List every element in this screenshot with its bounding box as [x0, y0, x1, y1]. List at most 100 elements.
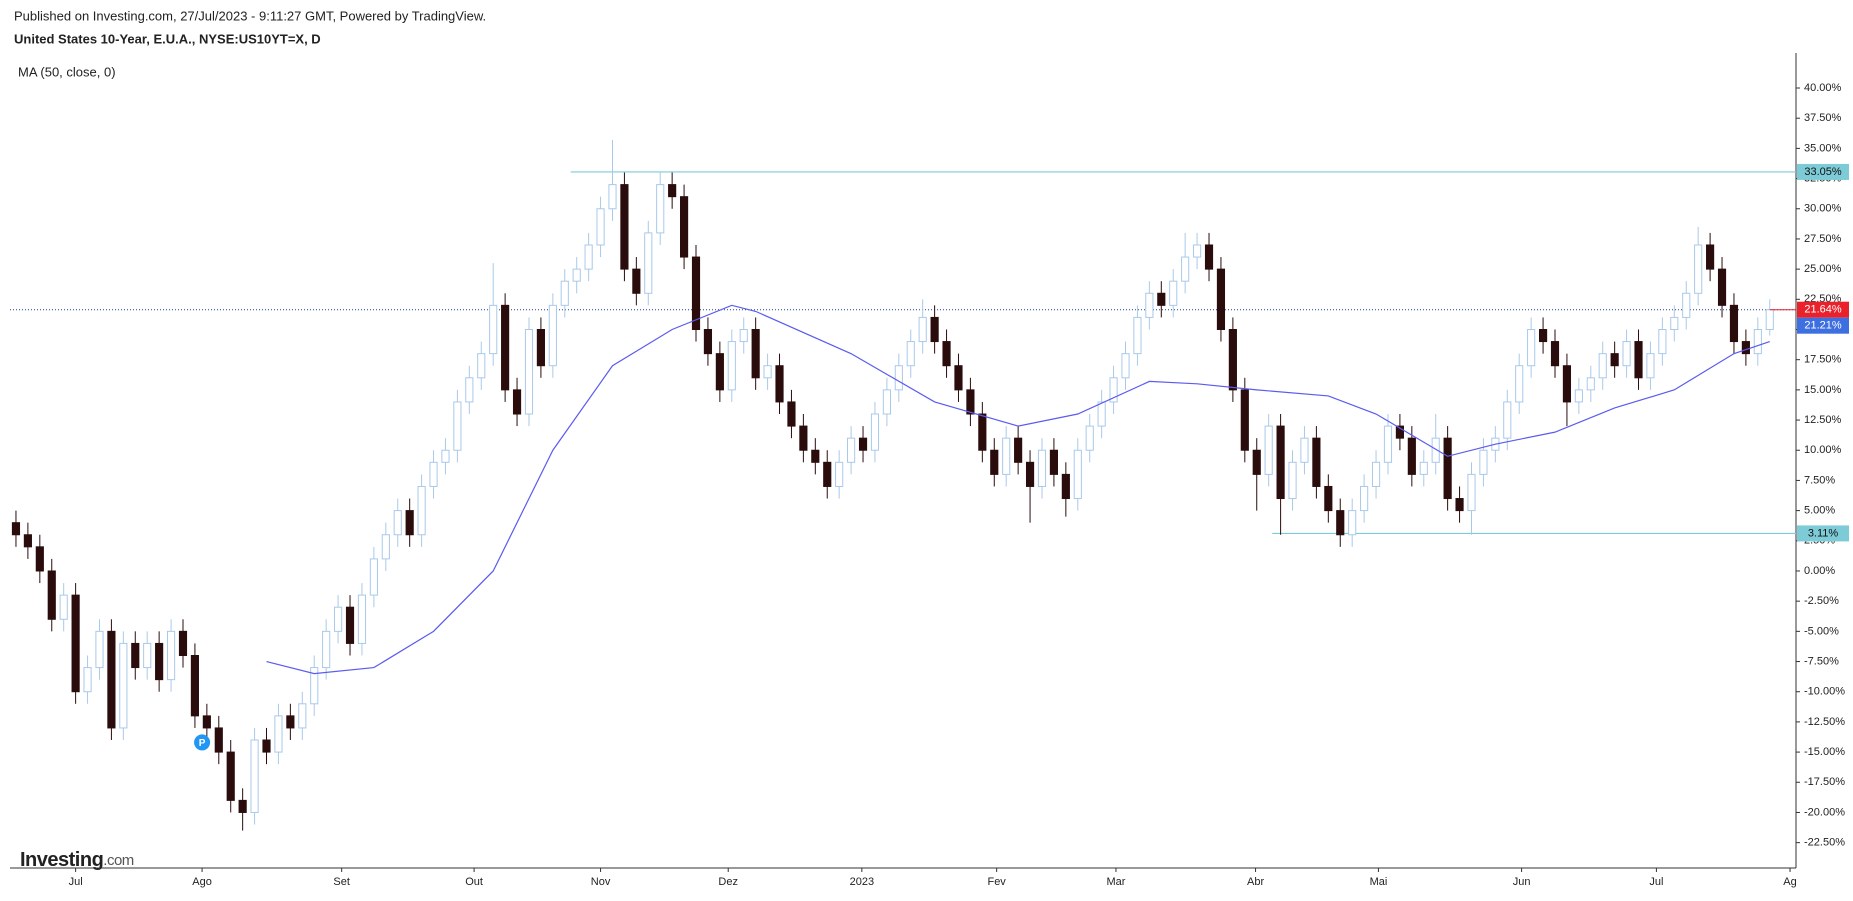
y-tick-label: 12.50%	[1804, 414, 1842, 426]
candle-body	[668, 184, 677, 198]
candle-body	[477, 353, 486, 379]
candle-body	[441, 449, 450, 463]
candle-body	[656, 184, 665, 234]
candle-body	[1037, 449, 1047, 487]
candle-body	[1467, 473, 1476, 512]
candle-body	[166, 630, 176, 681]
price-tag	[1797, 163, 1849, 180]
candle-body	[1240, 389, 1249, 451]
candle-body	[990, 449, 999, 475]
candle-body	[1670, 316, 1679, 330]
candle-body	[1586, 377, 1595, 391]
candle-body	[1288, 461, 1297, 500]
y-tick-label: 17.50%	[1804, 354, 1842, 366]
y-tick-label: 30.00%	[1804, 203, 1842, 215]
candle-body	[1014, 437, 1023, 463]
candle-body	[226, 751, 235, 801]
candle-body	[1550, 341, 1560, 367]
candle-body	[11, 522, 21, 536]
price-tag-label: 3.11%	[1808, 527, 1839, 539]
candle-body	[942, 341, 951, 367]
candle-body	[858, 437, 868, 451]
candle-body	[1741, 341, 1750, 355]
y-tick-label: -12.50%	[1804, 716, 1845, 728]
candle-body	[286, 715, 295, 729]
candle-body	[1276, 425, 1285, 500]
candle-body	[1157, 292, 1166, 306]
candle-body	[501, 304, 510, 391]
candle-body	[787, 401, 796, 427]
candle-body	[107, 630, 116, 729]
candle-body	[1216, 268, 1226, 330]
candle-body	[1395, 425, 1404, 439]
candle-body	[512, 389, 522, 415]
x-tick-label: Ag	[1783, 876, 1796, 888]
candle-body	[1264, 425, 1273, 475]
x-tick-label: Mar	[1106, 876, 1125, 888]
candle-body	[703, 328, 713, 355]
candle-body	[894, 365, 903, 391]
y-tick-label: -5.00%	[1804, 625, 1839, 637]
y-tick-label: 10.00%	[1804, 444, 1842, 456]
candle-body	[536, 328, 545, 367]
candle-body	[1622, 341, 1631, 367]
candle-body	[596, 208, 605, 246]
x-tick-label: Dez	[718, 876, 738, 888]
event-marker-label: P	[199, 738, 206, 749]
y-tick-label: 5.00%	[1804, 505, 1835, 517]
candle-body	[1634, 341, 1643, 379]
candle-body	[155, 642, 164, 681]
candle-body	[954, 365, 963, 391]
candle-body	[1169, 280, 1178, 306]
candle-body	[739, 328, 748, 343]
candle-body	[1419, 461, 1428, 475]
candle-body	[1181, 256, 1190, 282]
x-tick-label: Abr	[1247, 876, 1264, 888]
candle-body	[715, 353, 724, 391]
y-tick-label: -15.00%	[1804, 746, 1845, 758]
price-tag	[1797, 317, 1849, 334]
candle-body	[1455, 498, 1464, 512]
candle-body	[1503, 401, 1512, 439]
candle-body	[334, 606, 343, 632]
price-tag-label: 33.05%	[1804, 166, 1842, 178]
candle-body	[1228, 328, 1237, 391]
candle-body	[1658, 328, 1667, 355]
candle-body	[1133, 316, 1142, 355]
symbol-title: United States 10-Year, E.U.A., NYSE:US10…	[14, 31, 321, 46]
candle-body	[560, 280, 569, 306]
candle-body	[584, 244, 593, 270]
y-tick-label: 37.50%	[1804, 112, 1842, 124]
published-note: Published on Investing.com, 27/Jul/2023 …	[14, 8, 486, 23]
candle-body	[83, 667, 92, 693]
candle-body	[1682, 292, 1691, 318]
x-tick-label: Fev	[987, 876, 1006, 888]
candle-body	[1097, 401, 1106, 427]
candle-body	[799, 425, 808, 451]
candle-body	[524, 328, 534, 415]
candle-body	[23, 534, 32, 548]
candle-body	[691, 256, 701, 330]
candle-body	[811, 449, 820, 463]
y-tick-label: 27.50%	[1804, 233, 1842, 245]
y-tick-label: 7.50%	[1804, 474, 1835, 486]
y-tick-label: 15.00%	[1804, 384, 1842, 396]
ma-legend: MA (50, close, 0)	[18, 64, 116, 79]
candle-body	[429, 461, 438, 487]
candle-body	[298, 703, 307, 729]
candle-body	[1753, 328, 1762, 355]
x-tick-label: Set	[333, 876, 350, 888]
candle-body	[1729, 304, 1739, 343]
candle-body	[1324, 485, 1333, 512]
candle-body	[1061, 473, 1070, 500]
candle-body	[250, 739, 259, 813]
candle-body	[906, 341, 915, 367]
candle-body	[620, 184, 629, 270]
logo-main: Investing	[20, 849, 103, 871]
logo: Investing.com	[20, 849, 134, 871]
candle-body	[870, 413, 880, 451]
candle-body	[847, 437, 856, 463]
candle-body	[1312, 437, 1321, 487]
